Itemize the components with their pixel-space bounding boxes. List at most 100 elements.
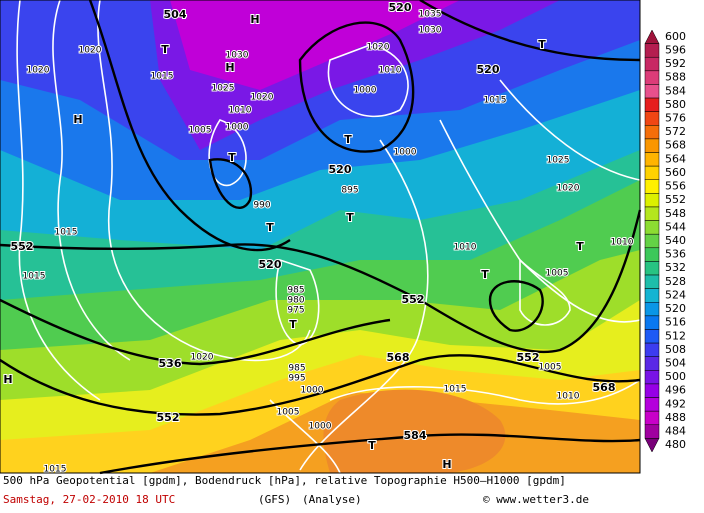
map-label: 1005 [189, 126, 212, 136]
footer-model: (GFS) [258, 493, 291, 506]
map-label: H [3, 373, 12, 386]
legend-swatch [644, 342, 660, 357]
legend-label: 596 [665, 43, 686, 56]
legend-swatch [644, 233, 660, 249]
legend-swatch [644, 152, 660, 167]
isobar [275, 258, 320, 346]
map-label: 1030 [226, 51, 249, 61]
map-label: 520 [477, 63, 500, 76]
legend-label: 484 [665, 425, 686, 438]
map-label: T [346, 211, 354, 224]
map-label: 1025 [212, 84, 235, 94]
legend-label: 600 [665, 30, 686, 43]
isobar [16, 0, 101, 401]
legend-swatch [644, 220, 660, 235]
legend-label: 480 [665, 438, 686, 451]
map-label: 1020 [367, 43, 390, 53]
geopotential-line [208, 158, 253, 209]
map-label: 1000 [301, 386, 324, 396]
legend-label: 492 [665, 397, 686, 410]
geopotential-line [0, 298, 391, 366]
legend-label: 488 [665, 411, 686, 424]
legend-swatch [644, 111, 660, 126]
geopotential-line [88, 0, 291, 252]
legend-swatch [644, 424, 660, 439]
footer-date: Samstag, 27-02-2010 18 UTC [3, 493, 175, 506]
legend-swatch [644, 56, 660, 72]
map-label: 1000 [309, 422, 332, 432]
isobar [329, 379, 641, 405]
map-label: 1010 [379, 66, 402, 76]
legend-swatch [644, 84, 660, 99]
legend-swatch [644, 383, 660, 398]
geopotential-line [0, 354, 641, 416]
map-label: 975 [287, 306, 304, 316]
legend-label: 560 [665, 166, 686, 179]
legend-swatch [644, 247, 660, 262]
isobar [269, 399, 341, 474]
geopotential-line [488, 280, 544, 332]
legend-label: 500 [665, 370, 686, 383]
map-label: 1000 [226, 123, 249, 133]
legend-label: 544 [665, 220, 686, 233]
legend-swatch [644, 329, 660, 344]
map-label: 520 [389, 1, 412, 14]
map-label: 1000 [394, 148, 417, 158]
map-label: 1000 [354, 86, 377, 96]
map-label: 1020 [79, 46, 102, 56]
legend-label: 568 [665, 139, 686, 152]
map-label: 568 [593, 381, 616, 394]
isobar [52, 0, 131, 361]
map-label: 1025 [547, 156, 570, 166]
map-label: 1005 [546, 269, 569, 279]
legend-label: 516 [665, 316, 686, 329]
map-label: 1015 [151, 72, 174, 82]
map-label: T [161, 43, 169, 56]
legend-swatch [644, 165, 660, 180]
map-label: 985 [288, 364, 305, 374]
legend-swatch [644, 370, 660, 385]
map-label: T [576, 240, 584, 253]
legend-label: 592 [665, 57, 686, 70]
map-label: 1020 [557, 184, 580, 194]
legend: 6005965925885845805765725685645605565525… [644, 29, 686, 453]
legend-label: 580 [665, 98, 686, 111]
legend-label: 548 [665, 207, 686, 220]
map-label: 1015 [23, 272, 46, 282]
map-label: 504 [164, 8, 187, 21]
map-label: 1010 [229, 106, 252, 116]
legend-swatch [644, 438, 660, 453]
map-label: 552 [157, 411, 180, 424]
legend-swatch [644, 261, 660, 276]
map-label: 985 [287, 286, 304, 296]
isobar [208, 119, 247, 187]
map-label: 1005 [539, 363, 562, 373]
isobar [299, 139, 429, 471]
map-label: T [344, 133, 352, 146]
isobar [97, 0, 311, 362]
legend-swatch [644, 179, 660, 194]
map-label: 520 [259, 258, 282, 271]
legend-swatch [644, 43, 660, 58]
map [0, 0, 642, 475]
map-label: 552 [402, 293, 425, 306]
map-label: 1015 [484, 96, 507, 106]
legend-swatch [644, 397, 660, 412]
map-label: 1015 [444, 385, 467, 395]
map-label: 1030 [419, 26, 442, 36]
legend-swatch [644, 206, 660, 221]
map-label: H [442, 458, 451, 471]
map-label: H [73, 113, 82, 126]
legend-swatch [644, 288, 660, 303]
legend-label: 508 [665, 343, 686, 356]
map-label: 1010 [611, 238, 634, 248]
isobar [519, 258, 571, 326]
legend-label: 532 [665, 261, 686, 274]
map-label: 895 [341, 186, 358, 196]
legend-swatch [644, 125, 660, 140]
legend-swatch [644, 138, 660, 153]
map-label: T [228, 151, 236, 164]
legend-label: 520 [665, 302, 686, 315]
legend-swatch [644, 302, 660, 317]
